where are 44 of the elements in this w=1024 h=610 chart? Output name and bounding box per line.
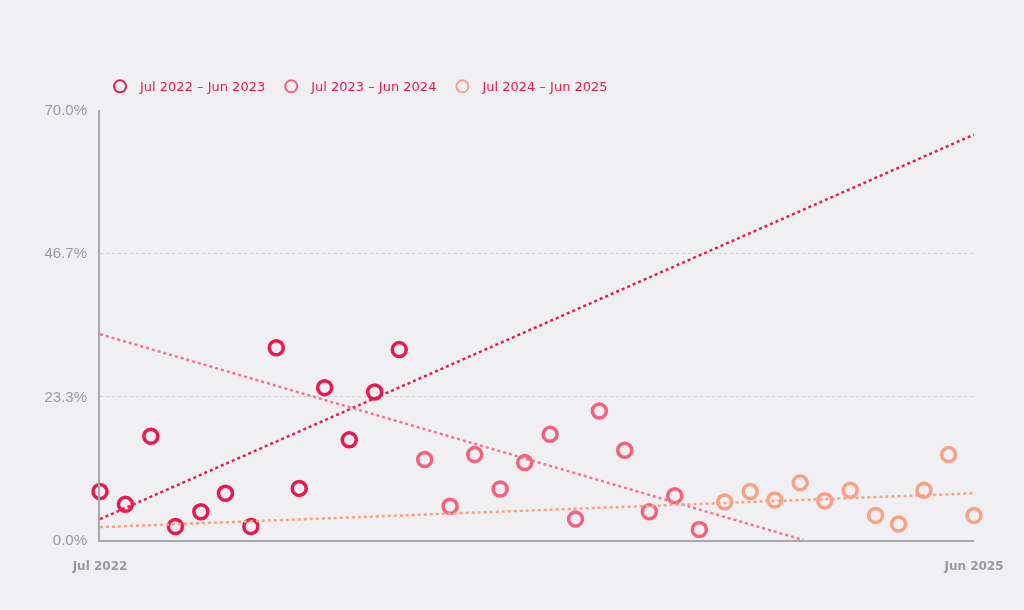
point	[741, 482, 759, 501]
point	[515, 453, 534, 472]
point	[816, 491, 834, 510]
legend-label: Jul 2023 – Jun 2024	[310, 79, 437, 95]
point	[541, 425, 559, 444]
point	[965, 506, 983, 525]
point	[415, 450, 434, 469]
point	[465, 445, 484, 464]
point	[242, 517, 260, 536]
point	[841, 481, 859, 499]
point	[365, 383, 384, 401]
point	[690, 520, 709, 539]
point	[566, 510, 585, 528]
point	[866, 506, 885, 525]
point	[791, 474, 809, 492]
point	[640, 502, 659, 521]
point	[116, 495, 135, 514]
point	[766, 491, 784, 509]
x-tick-label: Jun 2025	[943, 559, 1004, 574]
point	[390, 340, 409, 359]
point	[166, 517, 185, 536]
point	[716, 493, 734, 511]
x-tick-label: Jul 2022	[71, 559, 128, 574]
point	[889, 515, 908, 533]
legend-label: Jul 2024 – Jun 2025	[481, 79, 608, 95]
point	[491, 480, 509, 498]
point	[340, 431, 358, 449]
y-tick-label: 46.7%	[44, 244, 87, 262]
point	[590, 402, 609, 420]
point	[615, 441, 634, 460]
point	[91, 482, 109, 501]
point	[315, 378, 334, 397]
point	[267, 338, 286, 357]
y-tick-label: 70.0%	[44, 101, 87, 119]
point	[142, 427, 160, 445]
point	[939, 445, 958, 464]
y-tick-label: 23.3%	[44, 388, 87, 406]
point	[192, 502, 210, 521]
point	[441, 497, 459, 515]
legend-label: Jul 2022 – Jun 2023	[139, 79, 266, 95]
point	[290, 479, 308, 498]
y-tick-label: 0.0%	[52, 531, 87, 549]
point	[216, 484, 235, 503]
point	[915, 481, 933, 499]
